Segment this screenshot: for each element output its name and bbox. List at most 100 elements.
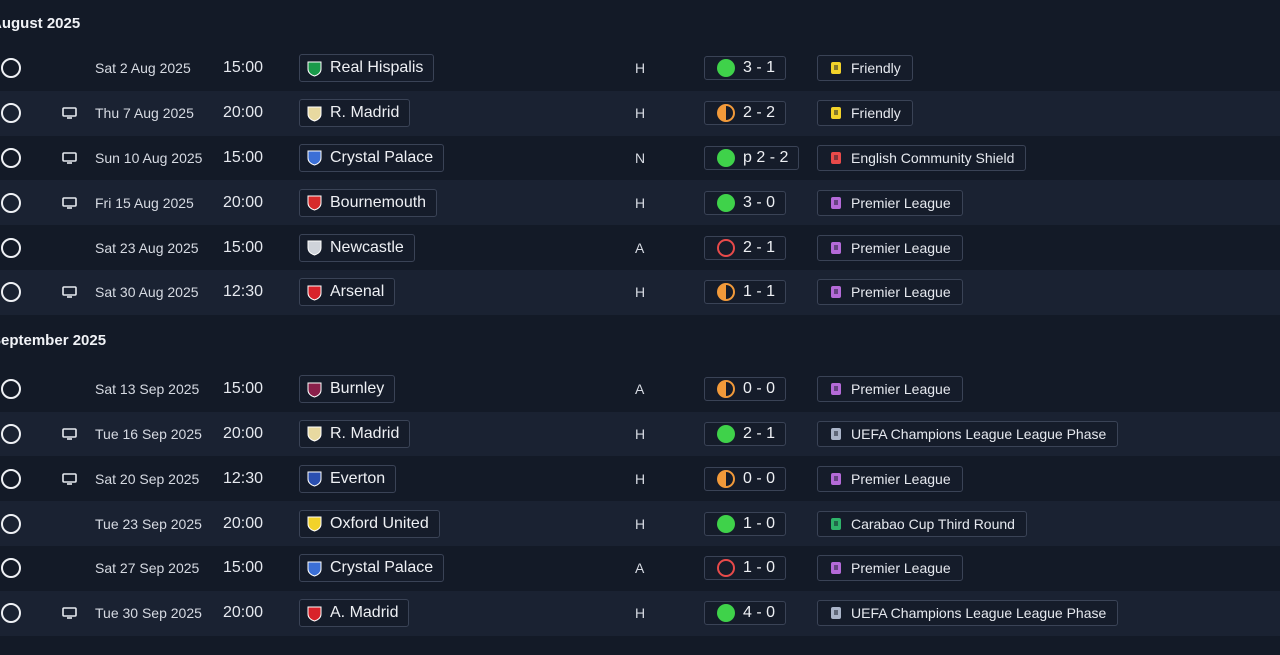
fixture-row[interactable]: Tue 16 Sep 2025 20:00 R. Madrid H 2 - 1 … bbox=[0, 412, 1280, 457]
competition-button[interactable]: Premier League bbox=[817, 466, 963, 492]
result-indicator-icon bbox=[717, 559, 735, 577]
select-circle-icon[interactable] bbox=[1, 238, 21, 258]
opponent-button[interactable]: Arsenal bbox=[299, 278, 395, 306]
fixture-row[interactable]: Tue 30 Sep 2025 20:00 A. Madrid H 4 - 0 … bbox=[0, 591, 1280, 636]
fixture-row[interactable]: Tue 23 Sep 2025 20:00 Oxford United H 1 … bbox=[0, 501, 1280, 546]
competition-name: Premier League bbox=[851, 381, 951, 397]
result-button[interactable]: 1 - 0 bbox=[704, 556, 786, 580]
opponent-button[interactable]: Everton bbox=[299, 465, 396, 493]
result-indicator-icon bbox=[717, 283, 735, 301]
select-circle-icon[interactable] bbox=[1, 193, 21, 213]
competition-button[interactable]: Carabao Cup Third Round bbox=[817, 511, 1027, 537]
opponent-button[interactable]: R. Madrid bbox=[299, 420, 410, 448]
result-button[interactable]: 2 - 2 bbox=[704, 101, 786, 125]
competition-button[interactable]: Friendly bbox=[817, 55, 913, 81]
competition-name: Premier League bbox=[851, 560, 951, 576]
select-circle-icon[interactable] bbox=[1, 424, 21, 444]
fixture-row[interactable]: Sat 27 Sep 2025 15:00 Crystal Palace A 1… bbox=[0, 546, 1280, 591]
competition-button[interactable]: English Community Shield bbox=[817, 145, 1026, 171]
result-button[interactable]: 0 - 0 bbox=[704, 467, 786, 491]
select-circle-icon[interactable] bbox=[1, 379, 21, 399]
select-circle-icon[interactable] bbox=[1, 469, 21, 489]
community-shield-icon bbox=[829, 151, 843, 165]
select-circle-icon[interactable] bbox=[1, 603, 21, 623]
result-button[interactable]: 2 - 1 bbox=[704, 422, 786, 446]
result-button[interactable]: 0 - 0 bbox=[704, 377, 786, 401]
result-indicator-icon bbox=[717, 604, 735, 622]
result-indicator-icon bbox=[717, 515, 735, 533]
real-madrid-crest-icon bbox=[306, 425, 323, 442]
competition-name: Friendly bbox=[851, 105, 901, 121]
champions-league-icon bbox=[829, 427, 843, 441]
fixture-row[interactable]: Sat 23 Aug 2025 15:00 Newcastle A 2 - 1 … bbox=[0, 225, 1280, 270]
select-circle-icon[interactable] bbox=[1, 282, 21, 302]
select-circle-icon[interactable] bbox=[1, 558, 21, 578]
opponent-button[interactable]: Crystal Palace bbox=[299, 144, 444, 172]
result-button[interactable]: 3 - 0 bbox=[704, 191, 786, 215]
competition-button[interactable]: Premier League bbox=[817, 190, 963, 216]
kickoff-time: 12:30 bbox=[223, 283, 263, 301]
competition-button[interactable]: Premier League bbox=[817, 279, 963, 305]
match-date: Sat 23 Aug 2025 bbox=[95, 240, 199, 256]
fixture-row[interactable]: Fri 15 Aug 2025 20:00 Bournemouth H 3 - … bbox=[0, 180, 1280, 225]
bournemouth-crest-icon bbox=[306, 194, 323, 211]
fixture-row[interactable]: Sat 13 Sep 2025 15:00 Burnley A 0 - 0 Pr… bbox=[0, 367, 1280, 412]
result-button[interactable]: 4 - 0 bbox=[704, 601, 786, 625]
kickoff-time: 15:00 bbox=[223, 380, 263, 398]
opponent-name: Crystal Palace bbox=[330, 149, 433, 167]
match-date: Tue 16 Sep 2025 bbox=[95, 426, 202, 442]
tv-icon bbox=[62, 428, 77, 440]
opponent-name: Crystal Palace bbox=[330, 559, 433, 577]
select-circle-icon[interactable] bbox=[1, 103, 21, 123]
result-button[interactable]: p 2 - 2 bbox=[704, 146, 799, 170]
tv-icon bbox=[62, 286, 77, 298]
select-circle-icon[interactable] bbox=[1, 514, 21, 534]
result-button[interactable]: 1 - 0 bbox=[704, 512, 786, 536]
competition-button[interactable]: UEFA Champions League League Phase bbox=[817, 600, 1118, 626]
result-button[interactable]: 1 - 1 bbox=[704, 280, 786, 304]
fixture-row[interactable]: Sat 2 Aug 2025 15:00 Real Hispalis H 3 -… bbox=[0, 46, 1280, 91]
select-circle-icon[interactable] bbox=[1, 58, 21, 78]
newcastle-crest-icon bbox=[306, 239, 323, 256]
opponent-button[interactable]: Crystal Palace bbox=[299, 554, 444, 582]
result-indicator-icon bbox=[717, 380, 735, 398]
result-indicator-icon bbox=[717, 104, 735, 122]
opponent-button[interactable]: Newcastle bbox=[299, 234, 415, 262]
everton-crest-icon bbox=[306, 470, 323, 487]
competition-button[interactable]: UEFA Champions League League Phase bbox=[817, 421, 1118, 447]
competition-button[interactable]: Premier League bbox=[817, 555, 963, 581]
opponent-button[interactable]: R. Madrid bbox=[299, 99, 410, 127]
opponent-button[interactable]: Burnley bbox=[299, 375, 395, 403]
tv-icon bbox=[62, 152, 77, 164]
fixture-row[interactable]: Sun 10 Aug 2025 15:00 Crystal Palace N p… bbox=[0, 136, 1280, 181]
venue: H bbox=[635, 60, 645, 76]
fixture-row[interactable]: Sat 30 Aug 2025 12:30 Arsenal H 1 - 1 Pr… bbox=[0, 270, 1280, 315]
score: 1 - 0 bbox=[743, 515, 775, 533]
result-button[interactable]: 3 - 1 bbox=[704, 56, 786, 80]
fixture-row[interactable]: Thu 7 Aug 2025 20:00 R. Madrid H 2 - 2 F… bbox=[0, 91, 1280, 136]
result-indicator-icon bbox=[717, 194, 735, 212]
competition-button[interactable]: Premier League bbox=[817, 376, 963, 402]
tv-icon bbox=[62, 197, 77, 209]
fixture-row[interactable]: Sat 20 Sep 2025 12:30 Everton H 0 - 0 Pr… bbox=[0, 456, 1280, 501]
opponent-button[interactable]: Real Hispalis bbox=[299, 54, 434, 82]
opponent-button[interactable]: Oxford United bbox=[299, 510, 440, 538]
venue: H bbox=[635, 195, 645, 211]
kickoff-time: 20:00 bbox=[223, 604, 263, 622]
competition-button[interactable]: Friendly bbox=[817, 100, 913, 126]
competition-name: UEFA Champions League League Phase bbox=[851, 426, 1106, 442]
month-header: August 2025 bbox=[0, 0, 1280, 46]
opponent-name: Burnley bbox=[330, 380, 384, 398]
premier-league-icon bbox=[829, 561, 843, 575]
match-date: Sun 10 Aug 2025 bbox=[95, 150, 202, 166]
match-date: Sat 2 Aug 2025 bbox=[95, 60, 191, 76]
kickoff-time: 20:00 bbox=[223, 104, 263, 122]
opponent-button[interactable]: Bournemouth bbox=[299, 189, 437, 217]
result-button[interactable]: 2 - 1 bbox=[704, 236, 786, 260]
competition-button[interactable]: Premier League bbox=[817, 235, 963, 261]
crystal-palace-crest-icon bbox=[306, 149, 323, 166]
select-circle-icon[interactable] bbox=[1, 148, 21, 168]
opponent-button[interactable]: A. Madrid bbox=[299, 599, 409, 627]
premier-league-icon bbox=[829, 472, 843, 486]
carabao-cup-icon bbox=[829, 517, 843, 531]
